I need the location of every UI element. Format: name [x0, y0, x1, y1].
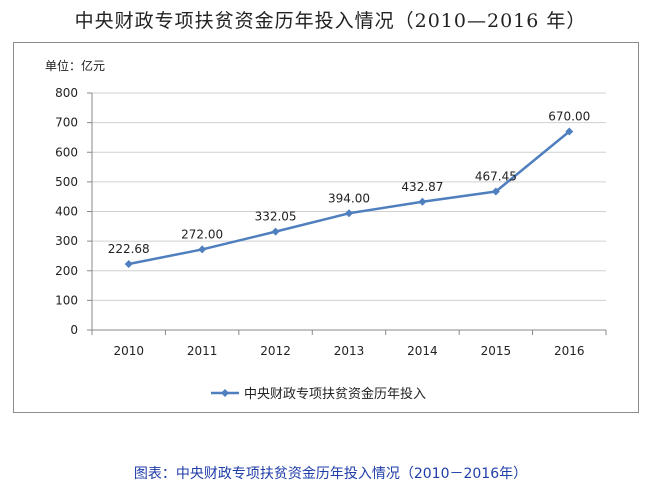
legend: 中央财政专项扶贫资金历年投入 [211, 386, 426, 402]
data-point-marker [491, 187, 500, 196]
unit-label: 单位：亿元 [45, 58, 105, 73]
x-tick-label: 2014 [407, 344, 438, 358]
data-label: 222.68 [108, 242, 150, 256]
x-tick-label: 2011 [187, 344, 218, 358]
chart-frame [13, 42, 639, 413]
data-point-marker [418, 197, 427, 206]
page-title: 中央财政专项扶贫资金历年投入情况（2010—2016 年） [74, 10, 587, 32]
data-label: 467.45 [475, 170, 517, 184]
data-label: 272.00 [181, 227, 223, 241]
data-label: 394.00 [328, 191, 370, 205]
x-tick-label: 2012 [260, 344, 291, 358]
gridlines [92, 92, 606, 301]
x-tick-label: 2016 [554, 344, 585, 358]
data-label: 432.87 [401, 180, 443, 194]
data-point-marker [198, 245, 207, 254]
data-label: 332.05 [255, 210, 297, 224]
y-tick-label: 500 [55, 175, 78, 189]
data-point-marker [345, 209, 353, 218]
y-tick-label: 200 [55, 264, 78, 278]
y-tick-label: 400 [55, 205, 78, 219]
x-tick-label: 2010 [113, 344, 144, 358]
data-point-marker [124, 260, 133, 269]
data-label: 670.00 [548, 110, 590, 124]
y-tick-label: 300 [55, 234, 78, 248]
data-labels: 222.68 272.00 332.05 394.00 432.87 467.45 670.… [108, 110, 591, 257]
data-point-marker [271, 227, 280, 236]
y-tick-label: 800 [55, 86, 78, 100]
figure-caption: 图表：中央财政专项扶贫资金历年投入情况（2010－2016年） [133, 466, 528, 482]
legend-entry: 中央财政专项扶贫资金历年投入 [244, 386, 426, 402]
y-tick-label: 700 [55, 116, 78, 130]
x-tick-labels: 2010 2011 2012 2013 2014 2015 2016 [113, 344, 584, 358]
x-tick-label: 2013 [334, 344, 365, 358]
axes [87, 92, 607, 335]
y-tick-labels: 0 100 200 300 400 500 600 700 800 [55, 86, 78, 337]
legend-diamond-marker [221, 389, 229, 397]
y-tick-label: 100 [55, 293, 78, 307]
y-tick-label: 0 [70, 323, 78, 337]
data-point-marker [565, 127, 574, 136]
series-layer [124, 127, 574, 269]
x-tick-label: 2015 [481, 344, 512, 358]
y-tick-label: 600 [55, 145, 78, 159]
